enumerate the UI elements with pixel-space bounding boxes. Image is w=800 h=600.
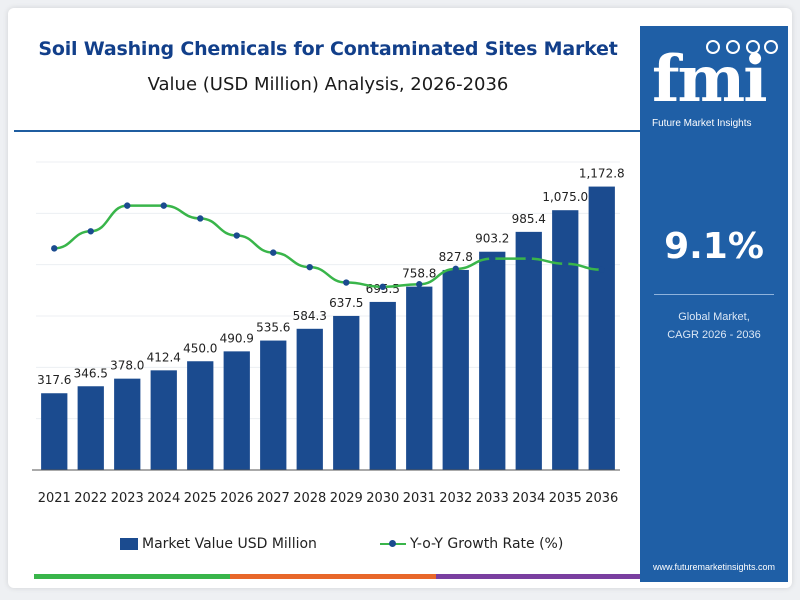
bar-value-label: 1,075.0 [542, 190, 588, 204]
growth-rate-point [525, 255, 532, 262]
growth-rate-point [489, 255, 496, 262]
bar [223, 351, 250, 470]
x-tick-label: 2029 [330, 491, 363, 506]
fmi-logo-subtext: Future Market Insights [652, 118, 752, 129]
chart-title: Soil Washing Chemicals for Contaminated … [38, 38, 618, 60]
bar [515, 231, 542, 470]
x-tick-label: 2024 [147, 491, 180, 506]
bar-value-label: 346.5 [74, 366, 108, 380]
bar-value-label: 827.8 [439, 250, 473, 264]
bar-value-label: 317.6 [37, 373, 71, 387]
x-tick-label: 2032 [439, 491, 472, 506]
growth-rate-point [87, 228, 94, 235]
sidebar-divider [654, 294, 774, 295]
x-tick-label: 2022 [74, 491, 107, 506]
chart-card: Soil Washing Chemicals for Contaminated … [8, 8, 792, 588]
bar [77, 386, 104, 470]
bar [333, 315, 360, 470]
bar-value-label: 412.4 [147, 350, 181, 364]
website-link[interactable]: www.futuremarketinsights.com [652, 562, 776, 572]
line-legend-swatch [380, 538, 406, 550]
growth-rate-point [197, 215, 204, 222]
accent-bar-purple [436, 574, 640, 579]
sidebar-panel: fmi Future Market Insights 9.1% Global M… [640, 26, 788, 582]
bar-legend-label: Market Value USD Million [142, 536, 317, 552]
growth-rate-line [54, 204, 602, 289]
bar-value-label: 1,172.8 [579, 167, 625, 181]
growth-rate-point [124, 202, 131, 209]
bar [296, 328, 323, 470]
legend-line: Y-o-Y Growth Rate (%) [380, 536, 563, 552]
growth-rate-point [598, 266, 605, 273]
growth-rate-point [233, 232, 240, 239]
bar-value-label: 490.9 [220, 331, 254, 345]
bar [588, 186, 615, 470]
legend-bar: Market Value USD Million [120, 536, 317, 552]
bar [442, 269, 469, 470]
title-divider [14, 130, 644, 132]
bar [114, 378, 141, 470]
chart-subtitle: Value (USD Million) Analysis, 2026-2036 [147, 74, 509, 95]
growth-rate-point [160, 202, 167, 209]
x-tick-label: 2027 [257, 491, 290, 506]
x-tick-label: 2036 [585, 491, 618, 506]
x-tick-label: 2031 [403, 491, 436, 506]
x-tick-label: 2025 [184, 491, 217, 506]
logo-dot-icon [726, 40, 740, 54]
growth-rate-point [306, 263, 313, 271]
bar-value-label: 637.5 [329, 296, 363, 310]
bar-value-label: 584.3 [293, 309, 327, 323]
bar [479, 251, 506, 470]
bar [406, 286, 433, 470]
logo-dot-icon [746, 40, 760, 54]
x-tick-label: 2021 [38, 491, 71, 506]
bar-value-label: 535.6 [256, 321, 290, 335]
fmi-logo: fmi [652, 42, 768, 117]
growth-rate-point [379, 283, 386, 291]
growth-rate-point [343, 279, 350, 286]
bar-value-label: 378.0 [110, 359, 144, 373]
growth-rate-point [452, 265, 459, 273]
bar-legend-swatch [120, 538, 138, 550]
bar [260, 340, 287, 470]
logo-dot-icon [764, 40, 778, 54]
line-legend-label: Y-o-Y Growth Rate (%) [410, 536, 564, 552]
growth-rate-point [51, 245, 58, 252]
bar [552, 210, 579, 471]
logo-dot-icon [706, 40, 720, 54]
accent-bar-green [34, 574, 230, 579]
x-tick-label: 2034 [512, 491, 545, 506]
growth-rate-point [416, 281, 423, 288]
bar [150, 370, 177, 470]
x-tick-label: 2033 [476, 491, 509, 506]
cagr-value: 9.1% [664, 226, 764, 267]
accent-bar-orange [230, 574, 436, 579]
x-tick-label: 2030 [366, 491, 399, 506]
bar [41, 393, 68, 470]
x-tick-label: 2026 [220, 491, 253, 506]
x-tick-label: 2035 [549, 491, 582, 506]
market-chart: 317.6 2021 346.5 2022 378.0 2023 412.4 2024 450.… [32, 161, 625, 506]
growth-rate-point [562, 260, 569, 267]
bar [369, 301, 396, 470]
bar-value-label: 985.4 [512, 212, 546, 226]
growth-rate-point [270, 249, 277, 256]
cagr-label: Global Market, CAGR 2026 - 2036 [667, 311, 761, 341]
bar-value-label: 903.2 [475, 232, 509, 246]
x-tick-label: 2023 [111, 491, 144, 506]
bar-value-label: 758.8 [402, 267, 436, 281]
bar [187, 361, 214, 470]
bar-value-label: 450.0 [183, 341, 217, 355]
x-tick-label: 2028 [293, 491, 326, 506]
